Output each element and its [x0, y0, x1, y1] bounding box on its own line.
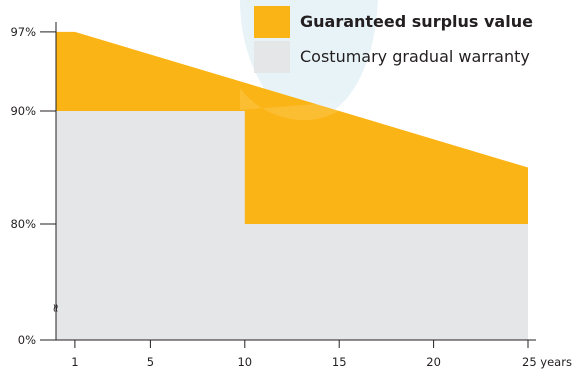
legend-label: Guaranteed surplus value	[300, 12, 533, 31]
x-tick-label: 20	[426, 355, 441, 369]
legend-label: Costumary gradual warranty	[300, 47, 530, 66]
x-tick-label: 10	[237, 355, 252, 369]
x-tick-label: 1	[71, 355, 78, 369]
chart-legend: Guaranteed surplus value Costumary gradua…	[254, 6, 533, 73]
chart-ticks: 0%80%90%97%1 5 10 15 20 25 years	[10, 25, 572, 369]
chart-areas	[56, 31, 528, 341]
y-tick-label: 97%	[10, 25, 36, 39]
watermark-overlay	[240, 82, 366, 121]
y-tick-label: 90%	[10, 104, 36, 118]
y-tick-label: 0%	[18, 333, 36, 347]
y-tick-label: 80%	[10, 217, 36, 231]
chart-axes: ≈	[40, 22, 536, 341]
series-customary-area	[56, 111, 528, 340]
x-tick-label: 15	[332, 355, 347, 369]
x-tick-label: 25 years	[522, 355, 572, 369]
x-tick-label: 5	[147, 355, 154, 369]
legend-swatch	[254, 41, 290, 73]
legend-swatch	[254, 6, 290, 38]
y-axis-break: ≈	[49, 303, 63, 313]
